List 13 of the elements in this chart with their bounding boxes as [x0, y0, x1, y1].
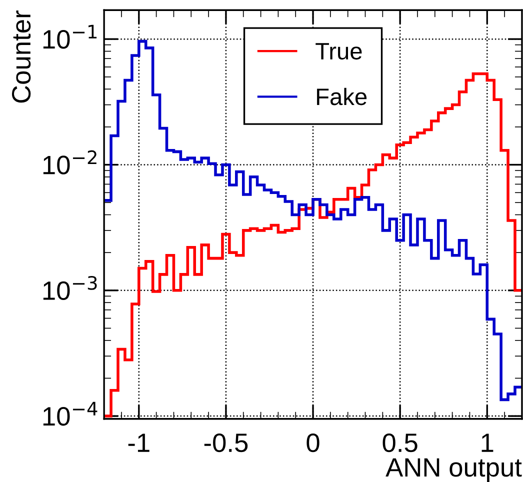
- x-tick-label: -0.5: [204, 433, 248, 452]
- y-tick-label: 10$^{−3}$: [43, 276, 97, 300]
- y-tick-label: 10$^{−1}$: [43, 24, 97, 49]
- x-tick-label: 1: [482, 434, 494, 452]
- y-tick-label: 10$^{−4}$: [43, 402, 98, 426]
- legend-label: True: [316, 43, 362, 60]
- x-tick-label: -1: [128, 434, 150, 452]
- legend-label: Fake: [317, 88, 367, 106]
- y-axis-title: Counter: [12, 10, 31, 103]
- y-tick-label: 10$^{−2}$: [43, 150, 96, 174]
- x-axis-title: ANN output: [386, 458, 522, 482]
- x-tick-label: 0.5: [382, 433, 418, 452]
- x-tick-label: 0: [306, 433, 320, 452]
